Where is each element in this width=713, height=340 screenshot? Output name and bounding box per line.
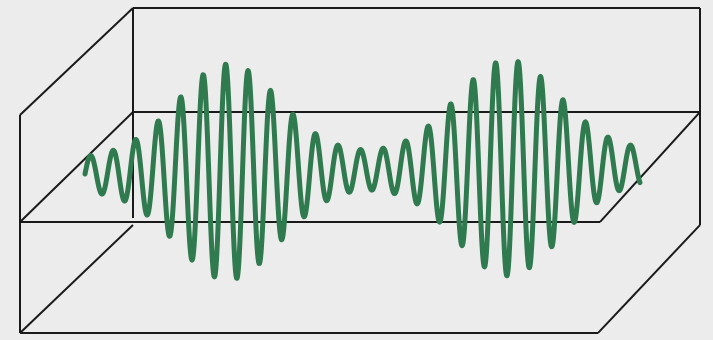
bottom-left-diagonal <box>19 224 134 334</box>
bottom-right-diagonal <box>597 224 701 334</box>
mid-plane-right-diagonal <box>599 111 701 223</box>
top-left-diagonal <box>19 7 134 116</box>
wave-curve <box>82 59 643 281</box>
mid-plane-left-diagonal <box>19 111 134 223</box>
